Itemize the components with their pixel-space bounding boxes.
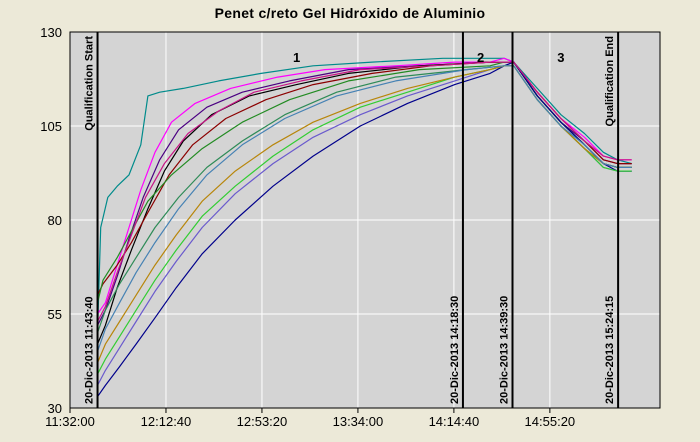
event-marker-label: 20-Dic-2013 11:43:40 bbox=[84, 296, 96, 404]
event-marker-top-label: Qualification Start bbox=[84, 36, 96, 131]
series-line-8 bbox=[97, 61, 632, 398]
series-line-13 bbox=[96, 61, 632, 322]
phase-label: 2 bbox=[477, 50, 484, 65]
series-line-2 bbox=[97, 57, 632, 315]
x-tick-label: 14:55:20 bbox=[525, 414, 576, 429]
x-tick-label: 14:14:40 bbox=[429, 414, 480, 429]
event-marker-top-label: Qualification End bbox=[604, 36, 616, 126]
x-tick-label: 12:53:20 bbox=[237, 414, 288, 429]
plot-border bbox=[69, 31, 661, 409]
phase-label: 3 bbox=[557, 50, 564, 65]
series-layer bbox=[96, 57, 632, 398]
y-tick-label: 130 bbox=[40, 25, 62, 40]
series-line-1 bbox=[96, 57, 632, 333]
phase-label: 1 bbox=[293, 50, 300, 65]
chart-title: Penet c/reto Gel Hidróxido de Aluminio bbox=[214, 5, 486, 21]
x-tick-label: 13:34:00 bbox=[333, 414, 384, 429]
event-marker-label: 20-Dic-2013 14:39:30 bbox=[499, 296, 511, 404]
y-tick-label: 80 bbox=[48, 213, 62, 228]
x-tick-label: 12:12:40 bbox=[141, 414, 192, 429]
series-line-11 bbox=[96, 65, 632, 364]
x-tick-label: 11:32:00 bbox=[45, 414, 95, 429]
event-marker-label: 20-Dic-2013 15:24:15 bbox=[604, 296, 616, 404]
series-line-3 bbox=[96, 61, 632, 326]
series-line-12 bbox=[96, 65, 632, 352]
marker-layer: 20-Dic-2013 11:43:40 Qualification Start 2… bbox=[84, 32, 620, 408]
y-tick-label: 30 bbox=[48, 401, 62, 416]
y-tick-label: 55 bbox=[48, 307, 62, 322]
y-tick-label: 105 bbox=[40, 119, 62, 134]
event-marker-label: 20-Dic-2013 14:18:30 bbox=[449, 296, 461, 404]
axis-layer: 30 55 80 105 130 11:32:00 12:12:40 12:53:20 13:3… bbox=[40, 25, 575, 429]
